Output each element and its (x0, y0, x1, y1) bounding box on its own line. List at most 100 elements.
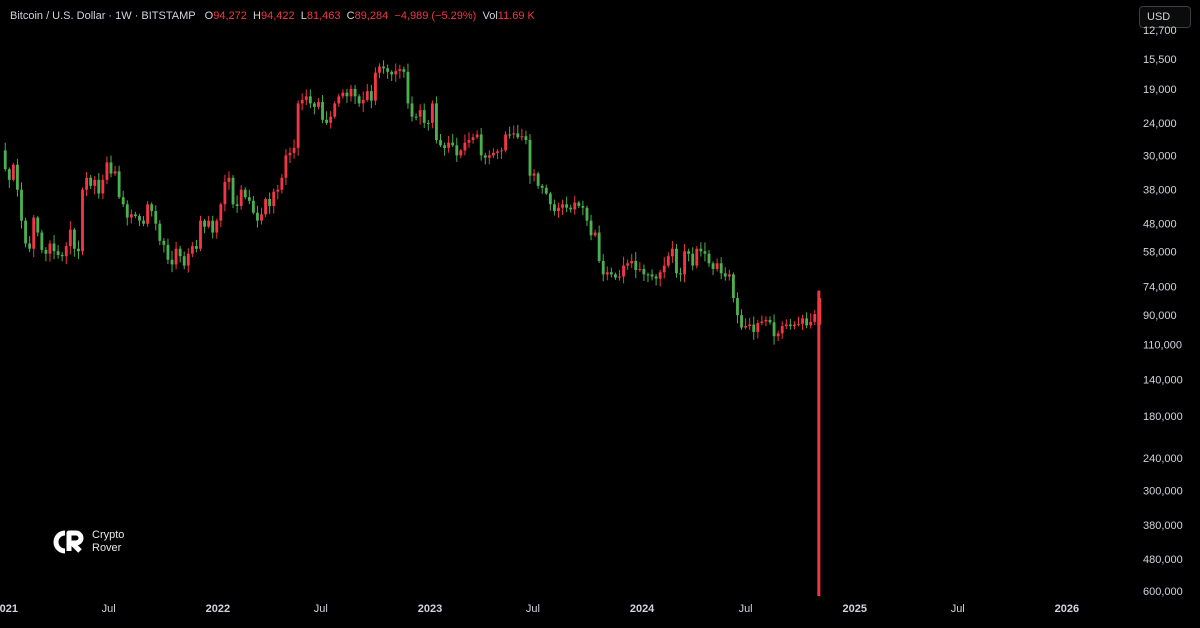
candle[interactable] (284, 149, 288, 185)
candle[interactable] (573, 195, 577, 215)
candle[interactable] (390, 70, 394, 82)
candle[interactable] (251, 195, 255, 215)
candle[interactable] (20, 182, 23, 229)
candle[interactable] (618, 269, 621, 281)
candle[interactable] (548, 191, 552, 211)
candle[interactable] (609, 267, 613, 278)
candle[interactable] (471, 133, 475, 144)
candle[interactable] (430, 100, 434, 129)
candle[interactable] (744, 318, 748, 330)
candle[interactable] (304, 89, 308, 105)
candle[interactable] (394, 63, 398, 82)
candle[interactable] (650, 269, 654, 281)
candle[interactable] (813, 309, 817, 326)
candle[interactable] (695, 246, 699, 269)
candle[interactable] (321, 95, 324, 124)
time-axis[interactable]: 2021 Jul 2022 Jul 2023 Jul 2024 Jul 2025 Jul 2026 (0, 603, 1079, 615)
candle[interactable] (731, 272, 735, 303)
candle[interactable] (113, 165, 117, 176)
candle[interactable] (7, 167, 11, 188)
candle[interactable] (491, 148, 495, 158)
candle[interactable] (646, 272, 650, 283)
candle[interactable] (723, 267, 727, 281)
candle[interactable] (662, 257, 666, 279)
candle[interactable] (325, 111, 329, 125)
candle[interactable] (426, 120, 430, 131)
candle[interactable] (97, 173, 101, 199)
candle[interactable] (479, 127, 483, 161)
candle[interactable] (353, 84, 357, 105)
candle[interactable] (691, 247, 695, 271)
candle[interactable] (272, 188, 276, 214)
candle[interactable] (797, 316, 800, 327)
candle[interactable] (3, 142, 7, 172)
candle[interactable] (133, 211, 137, 219)
candle[interactable] (32, 214, 36, 258)
candle[interactable] (182, 251, 186, 270)
candle[interactable] (243, 187, 247, 200)
candle[interactable] (679, 267, 682, 282)
candle[interactable] (361, 91, 365, 112)
candle[interactable] (72, 227, 76, 257)
price-axis[interactable]: 12,700 15,500 19,000 24,000 30,000 38,000 48,0… (1143, 25, 1183, 598)
candle[interactable] (296, 100, 300, 156)
candle[interactable] (463, 134, 467, 156)
candle[interactable] (207, 215, 211, 229)
candle[interactable] (597, 225, 601, 263)
candle[interactable] (268, 192, 272, 214)
candle[interactable] (508, 126, 512, 139)
candle[interactable] (524, 130, 528, 145)
candle[interactable] (276, 184, 280, 200)
currency-button[interactable]: USD (1139, 6, 1191, 28)
candle[interactable] (68, 221, 72, 255)
candle[interactable] (186, 248, 190, 273)
candle[interactable] (683, 243, 687, 283)
candle[interactable] (158, 220, 162, 246)
candle[interactable] (81, 187, 84, 256)
candle[interactable] (109, 155, 113, 178)
candle[interactable] (792, 321, 796, 330)
candle[interactable] (418, 104, 422, 125)
candle[interactable] (422, 103, 426, 129)
candle[interactable] (622, 256, 625, 284)
candle[interactable] (634, 252, 638, 279)
candle[interactable] (593, 229, 597, 238)
candle[interactable] (512, 125, 516, 139)
candle[interactable] (752, 316, 756, 340)
candle[interactable] (40, 229, 44, 254)
candle[interactable] (496, 149, 499, 160)
candle[interactable] (256, 205, 259, 228)
candle[interactable] (199, 215, 202, 252)
candle[interactable] (402, 66, 406, 78)
candle[interactable] (85, 171, 89, 197)
candle[interactable] (447, 135, 451, 153)
candle[interactable] (788, 318, 792, 330)
candle[interactable] (516, 124, 520, 139)
candle[interactable] (28, 236, 32, 253)
candle[interactable] (280, 174, 284, 194)
candle[interactable] (357, 94, 361, 107)
candle[interactable] (439, 134, 442, 148)
candle[interactable] (760, 315, 764, 326)
candle[interactable] (532, 169, 536, 182)
candle[interactable] (406, 63, 410, 109)
candle[interactable] (300, 93, 304, 111)
candle[interactable] (129, 209, 133, 224)
candle[interactable] (727, 269, 731, 281)
candle[interactable] (483, 152, 487, 165)
candle[interactable] (378, 63, 381, 79)
candle[interactable] (707, 249, 711, 267)
candle[interactable] (687, 248, 691, 262)
candle[interactable] (329, 111, 333, 129)
candle[interactable] (174, 241, 178, 270)
candle[interactable] (614, 272, 617, 280)
candle[interactable] (190, 241, 194, 258)
candle[interactable] (308, 89, 312, 109)
candle[interactable] (500, 147, 503, 160)
candle[interactable] (577, 200, 581, 208)
candle[interactable] (748, 317, 752, 330)
candle[interactable] (64, 242, 68, 265)
candle[interactable] (776, 330, 780, 342)
candle[interactable] (89, 174, 93, 190)
candle[interactable] (48, 240, 52, 262)
